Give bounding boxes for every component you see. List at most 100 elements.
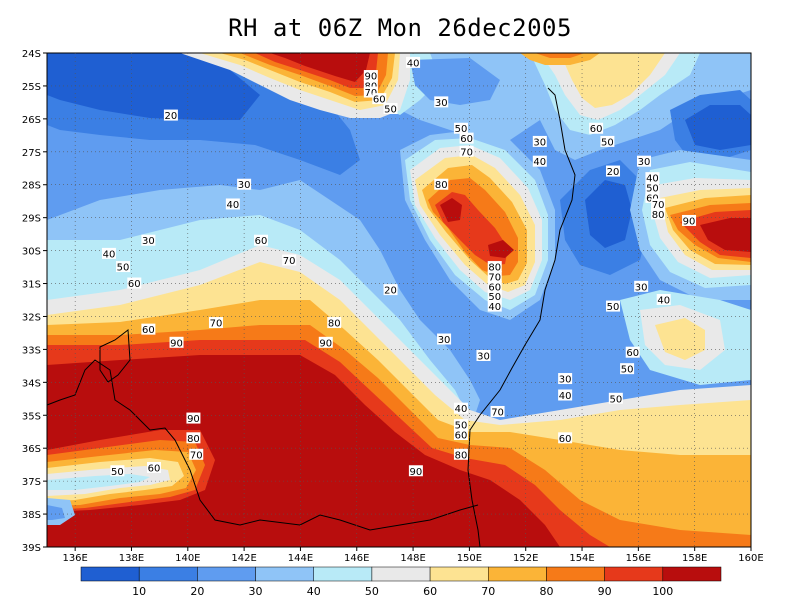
plot-frame	[46, 52, 752, 548]
svg-text:80: 80	[652, 210, 665, 221]
svg-text:90: 90	[683, 216, 696, 227]
svg-text:80: 80	[328, 319, 341, 330]
contour-label: 50	[453, 419, 468, 432]
svg-text:60: 60	[255, 236, 268, 247]
contour-label: 40	[453, 402, 468, 415]
svg-text:50: 50	[117, 263, 130, 274]
lat-tick-label: 24S	[22, 49, 41, 60]
colorbar-label: 100	[652, 585, 673, 598]
band-50-west	[47, 215, 470, 430]
contour-label: 80	[327, 317, 342, 330]
svg-text:30: 30	[477, 351, 490, 362]
contour-label: 80	[186, 432, 201, 445]
contour-label: 30	[636, 155, 651, 168]
svg-text:30: 30	[559, 375, 572, 386]
svg-text:20: 20	[165, 111, 178, 122]
svg-text:30: 30	[142, 236, 155, 247]
contour-label: 50	[110, 465, 125, 478]
latitude-axis: 24S 25S 26S 27S 28S 29S 30S 31S 32S 33S 34S 35S 36S 3…	[22, 49, 47, 554]
contour-label: 60	[127, 277, 142, 290]
contour-label: 90	[186, 412, 201, 425]
contour-label: 50	[487, 290, 502, 303]
svg-text:80: 80	[455, 450, 468, 461]
lat-tick-label: 30S	[22, 247, 41, 258]
longitude-axis: 136E 138E 140E 142E 144E 146E 148E 150E 152E 154E…	[62, 547, 764, 564]
svg-text:80: 80	[187, 434, 200, 445]
lat-tick-label: 29S	[22, 214, 41, 225]
contour-label: 60	[487, 280, 502, 293]
contour-label: 30	[437, 333, 452, 346]
contour-label: 40	[558, 389, 573, 402]
contour-label: 90	[169, 336, 184, 349]
gridlines	[47, 53, 751, 547]
svg-text:30: 30	[638, 157, 651, 168]
contour-label: 40	[487, 300, 502, 313]
contour-label: 70	[490, 405, 505, 418]
contour-label: 70	[189, 448, 204, 461]
contour-label: 50	[606, 300, 621, 313]
lon-tick-label: 136E	[62, 553, 87, 564]
contour-label: 30	[532, 135, 547, 148]
contour-label: 80	[651, 208, 666, 221]
contour-label: 60	[147, 461, 162, 474]
contour-label: 30	[634, 280, 649, 293]
svg-text:70: 70	[210, 319, 223, 330]
svg-text:80: 80	[488, 263, 501, 274]
svg-text:70: 70	[488, 272, 501, 283]
svg-text:50: 50	[384, 104, 397, 115]
svg-text:90: 90	[319, 338, 332, 349]
contour-label: 30	[237, 178, 252, 191]
lat-tick-label: 25S	[22, 82, 41, 93]
svg-text:60: 60	[142, 325, 155, 336]
svg-text:30: 30	[238, 180, 251, 191]
colorbar-swatch	[429, 566, 489, 582]
lon-tick-label: 138E	[119, 553, 144, 564]
svg-text:40: 40	[657, 296, 670, 307]
contour-label: 60	[625, 346, 640, 359]
svg-text:60: 60	[626, 348, 639, 359]
svg-text:50: 50	[621, 365, 634, 376]
contour-label: 70	[487, 270, 502, 283]
contour-label: 90	[408, 465, 423, 478]
contour-label: 60	[558, 432, 573, 445]
svg-text:70: 70	[364, 88, 377, 99]
svg-text:30: 30	[635, 282, 648, 293]
colorbar-label: 10	[132, 585, 146, 598]
lat-tick-label: 28S	[22, 181, 41, 192]
lon-tick-label: 156E	[626, 553, 651, 564]
colorbar-label: 60	[423, 585, 437, 598]
svg-text:50: 50	[609, 394, 622, 405]
contour-label: 50	[608, 392, 623, 405]
svg-text:60: 60	[488, 282, 501, 293]
lon-tick-label: 146E	[344, 553, 369, 564]
contour-label: 20	[606, 165, 621, 178]
band-sw-low-2	[47, 505, 65, 520]
contour-label: 30	[434, 96, 449, 109]
lat-tick-label: 32S	[22, 312, 41, 323]
colorbar-swatch	[255, 566, 314, 582]
svg-text:90: 90	[170, 338, 183, 349]
lat-tick-label: 26S	[22, 115, 41, 126]
contour-label: 50	[383, 102, 398, 115]
band-20-pocket	[410, 58, 500, 105]
lon-tick-label: 152E	[513, 553, 538, 564]
band-right-blob-core	[700, 218, 751, 252]
lon-tick-label: 154E	[569, 553, 594, 564]
svg-text:30: 30	[438, 335, 451, 346]
contour-label: 30	[141, 234, 156, 247]
svg-text:60: 60	[148, 463, 161, 474]
svg-text:70: 70	[283, 256, 296, 267]
colorbar-label: 50	[365, 585, 379, 598]
svg-text:40: 40	[407, 58, 420, 69]
colorbar-swatch	[488, 566, 547, 582]
svg-text:60: 60	[590, 124, 603, 135]
lon-tick-label: 148E	[400, 553, 425, 564]
svg-text:50: 50	[607, 302, 620, 313]
colorbar-swatch	[80, 566, 140, 582]
contour-label: 80	[453, 448, 468, 461]
band-top-core	[270, 53, 370, 82]
svg-text:60: 60	[373, 95, 386, 106]
svg-text:90: 90	[410, 467, 423, 478]
contour-label: 90	[318, 336, 333, 349]
